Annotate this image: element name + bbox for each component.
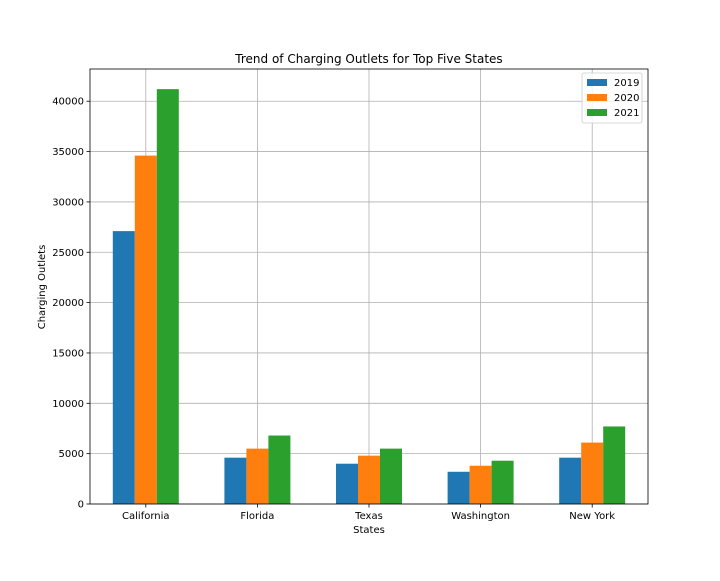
legend-label: 2020 (614, 93, 639, 104)
y-tick-label: 35000 (52, 147, 84, 158)
legend-swatch (587, 109, 607, 116)
grid-lines (90, 69, 648, 505)
x-tick-label: New York (569, 511, 615, 522)
x-tick-label: Texas (354, 511, 383, 522)
legend-swatch (587, 94, 607, 101)
y-tick-label: 40000 (52, 97, 84, 108)
bar-2020-washington (469, 465, 492, 504)
bar-2019-california (112, 231, 135, 505)
legend-label: 2021 (614, 108, 639, 119)
bar-2021-washington (491, 460, 514, 504)
x-axis-label: States (353, 525, 385, 536)
bar-2021-new-york (603, 426, 626, 504)
bar-2020-florida (246, 448, 269, 504)
bar-2019-new-york (559, 457, 582, 504)
x-tick-label: Florida (240, 511, 274, 522)
legend: 2019 2020 2021 (581, 72, 643, 124)
y-tick-label: 25000 (52, 248, 84, 259)
chart-title: Trend of Charging Outlets for Top Five S… (234, 52, 502, 66)
y-tick-label: 30000 (52, 197, 84, 208)
x-axis-ticks: California Florida Texas Washington New York (122, 504, 615, 522)
bar-2021-california (156, 89, 179, 504)
bar-2019-texas (336, 463, 358, 504)
bars (112, 89, 626, 505)
bar-2021-florida (268, 435, 291, 504)
bar-2020-new-york (581, 442, 604, 504)
bar-2020-california (134, 155, 157, 504)
legend-swatch (587, 79, 607, 86)
bar-2021-texas (380, 448, 402, 504)
bar-2020-texas (358, 455, 380, 504)
bar-2019-florida (224, 457, 247, 504)
legend-label: 2019 (614, 78, 639, 89)
y-tick-label: 10000 (52, 399, 84, 410)
bar-2019-washington (447, 471, 470, 504)
y-tick-label: 20000 (52, 298, 84, 309)
y-tick-label: 15000 (52, 348, 84, 359)
x-tick-label: California (122, 511, 170, 522)
y-tick-label: 0 (78, 500, 84, 511)
x-tick-label: Washington (451, 511, 510, 522)
y-tick-label: 5000 (59, 449, 84, 460)
y-axis-label: Charging Outlets (37, 245, 48, 330)
y-axis-ticks: 0 5000 10000 15000 20000 25000 30000 35000 40000 (52, 97, 90, 511)
